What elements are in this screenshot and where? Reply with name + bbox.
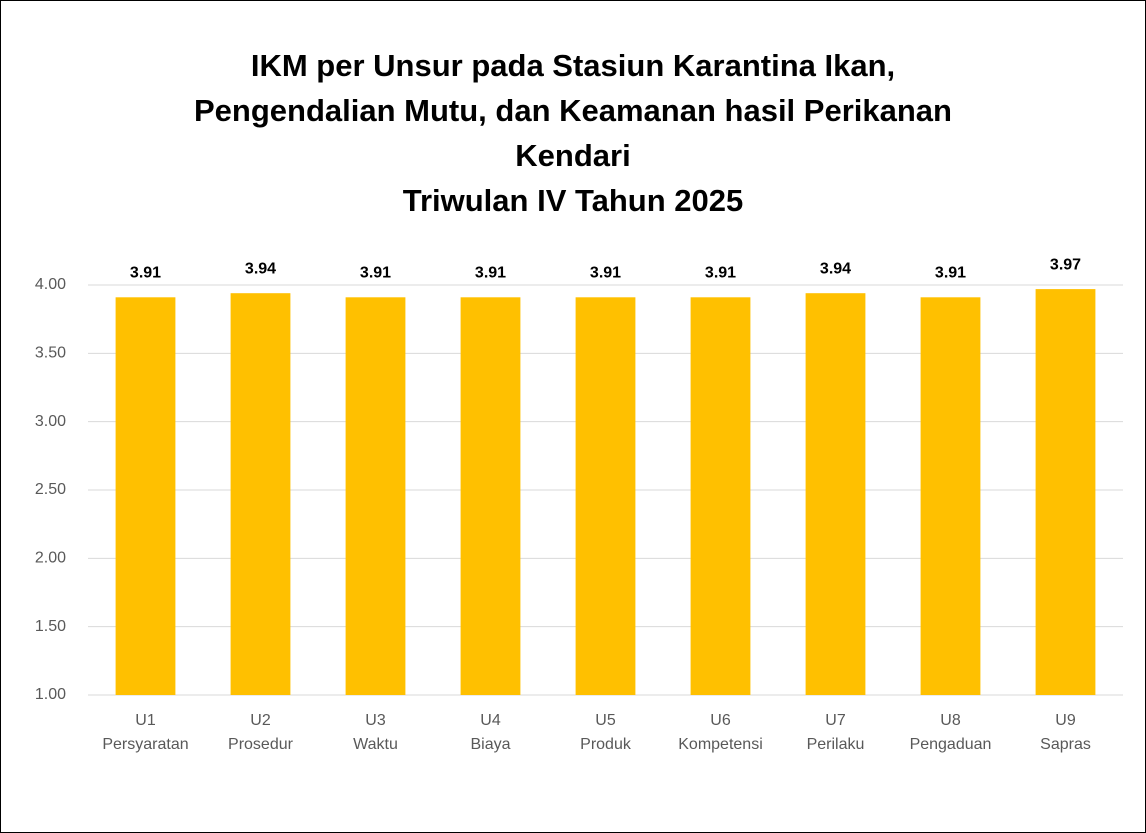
data-label: 3.91 xyxy=(360,265,391,282)
x-tick-label: U3 Waktu xyxy=(353,712,398,753)
y-tick-label: 2.50 xyxy=(35,481,66,498)
x-tick-label: U7 Perilaku xyxy=(806,712,865,753)
data-label: 3.91 xyxy=(705,265,736,282)
bar xyxy=(115,297,176,695)
bar xyxy=(690,297,751,695)
y-tick-label: 1.00 xyxy=(35,686,66,703)
y-tick-label: 3.50 xyxy=(35,345,66,362)
x-tick-label: U2 Prosedur xyxy=(228,712,293,753)
x-tick-label: U9 Sapras xyxy=(1040,712,1091,753)
x-tick-label: U4 Biaya xyxy=(470,712,511,753)
bar xyxy=(575,297,636,695)
y-tick-label: 1.50 xyxy=(35,618,66,635)
data-label: 3.91 xyxy=(590,265,621,282)
bar xyxy=(460,297,521,695)
chart-title: IKM per Unsur pada Stasiun Karantina Ika… xyxy=(194,48,952,218)
x-tick-label: U8 Pengaduan xyxy=(909,712,992,753)
x-tick-label: U6 Kompetensi xyxy=(678,712,763,753)
y-tick-label: 3.00 xyxy=(35,413,66,430)
bar xyxy=(805,293,866,695)
data-label: 3.91 xyxy=(935,265,966,282)
bar xyxy=(230,293,291,695)
data-label: 3.94 xyxy=(245,260,276,277)
x-tick-label: U5 Produk xyxy=(580,712,631,753)
y-tick-label: 2.00 xyxy=(35,550,66,567)
x-tick-label: U1 Persyaratan xyxy=(102,712,189,753)
bar xyxy=(920,297,981,695)
bar xyxy=(345,297,406,695)
y-tick-label: 4.00 xyxy=(35,276,66,293)
data-label: 3.94 xyxy=(820,260,851,277)
data-label: 3.91 xyxy=(475,265,506,282)
data-label: 3.97 xyxy=(1050,256,1081,273)
data-label: 3.91 xyxy=(130,265,161,282)
bar xyxy=(1035,289,1096,695)
